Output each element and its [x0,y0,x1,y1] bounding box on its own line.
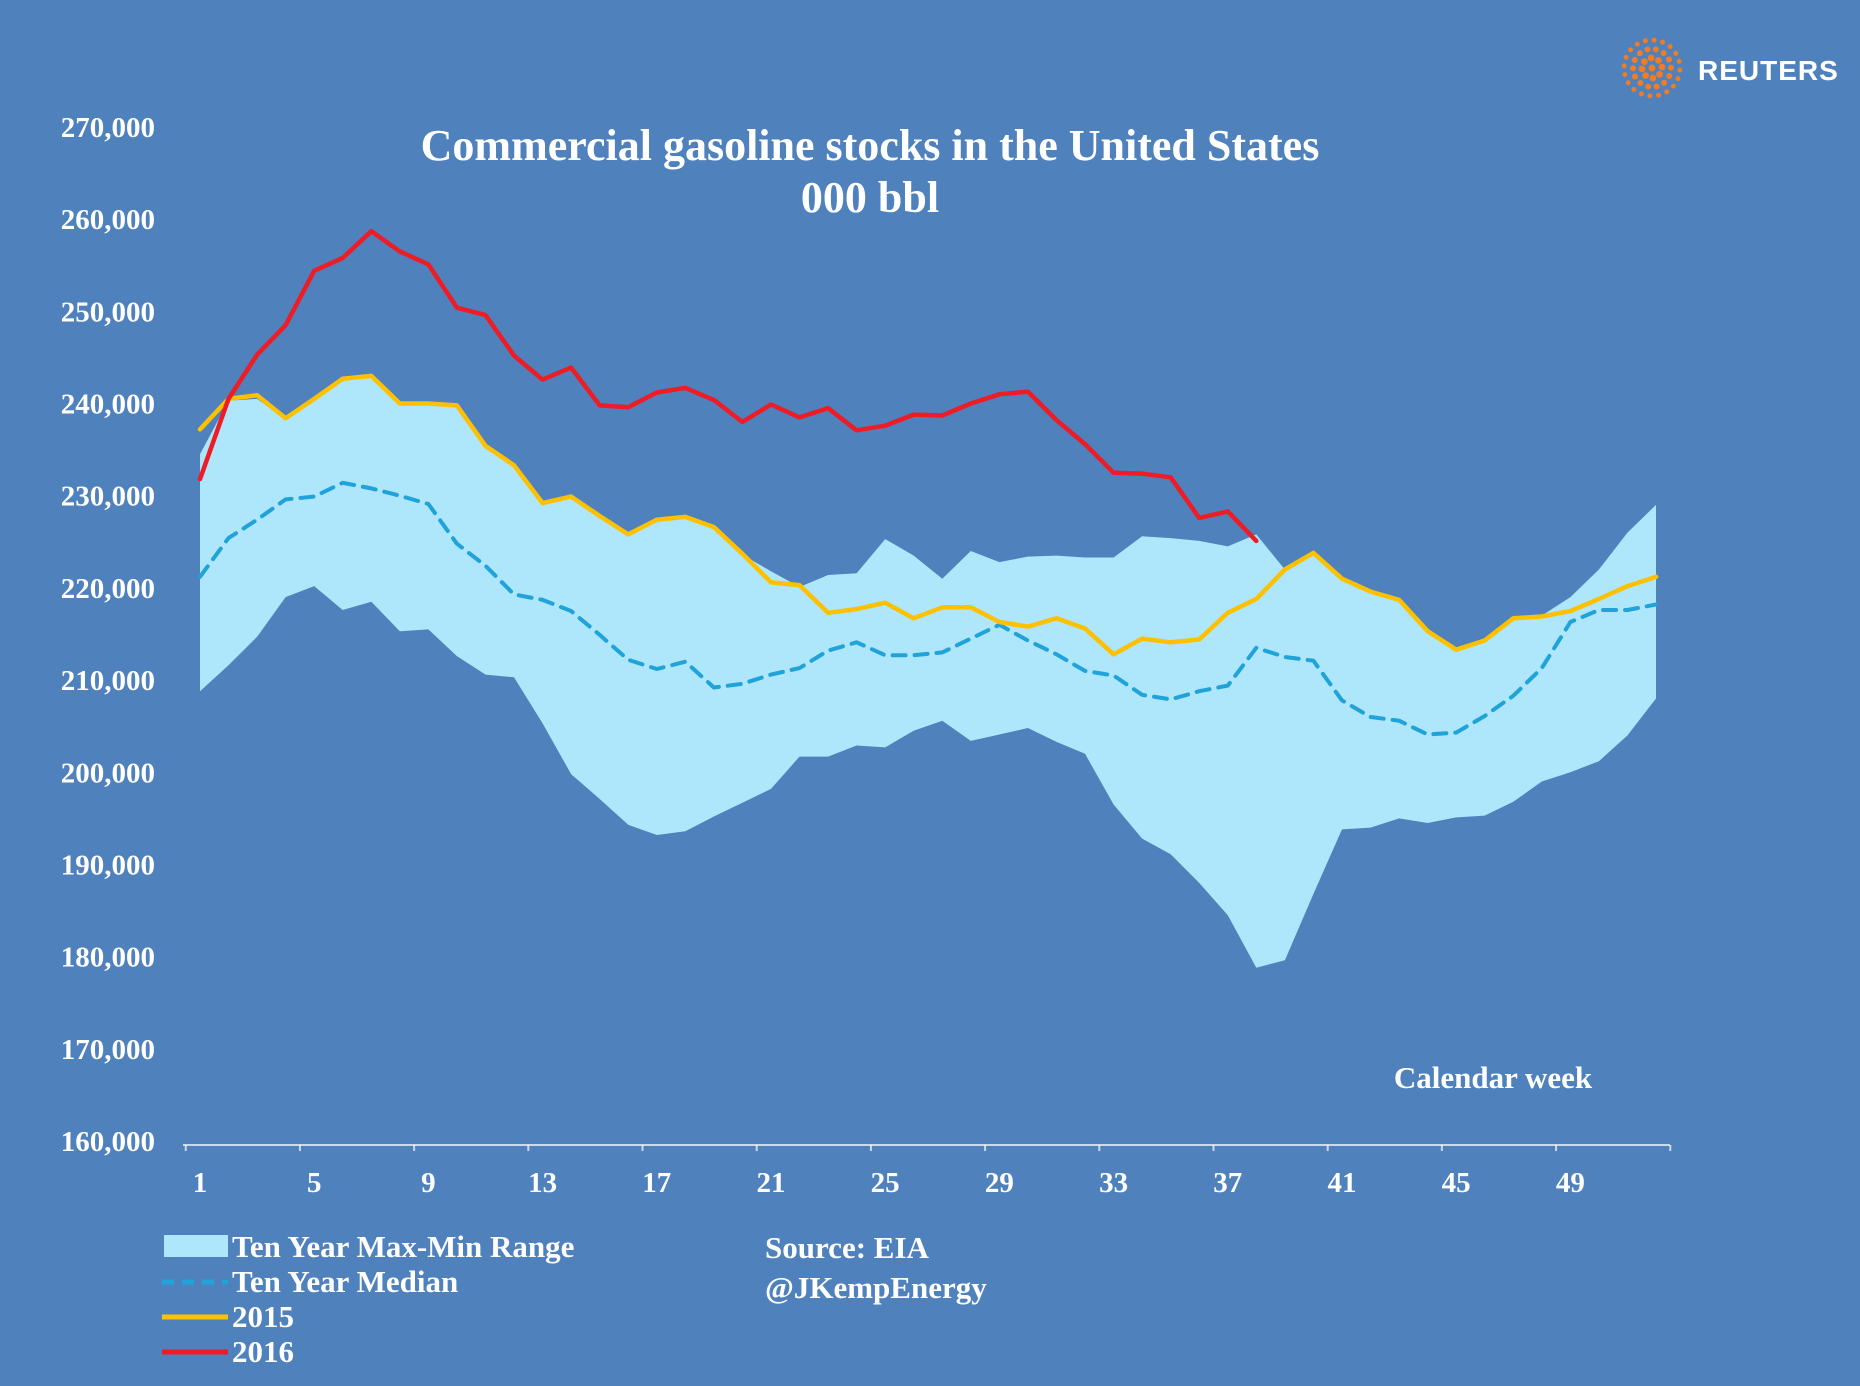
x-tick-label: 29 [985,1167,1014,1199]
logo-dot [1642,38,1648,44]
source-note: Source: EIA [765,1230,930,1265]
x-tick-label: 41 [1327,1167,1356,1199]
x-tick-label: 9 [421,1167,436,1199]
logo-dot [1637,80,1644,86]
logo-dot [1645,83,1652,90]
series-line-3 [197,228,1259,544]
logo-dot [1664,89,1670,95]
logo-dot [1666,56,1672,63]
logo-dot [1625,80,1631,86]
legend-label: 2016 [232,1334,294,1369]
x-tick-label: 49 [1556,1167,1585,1199]
y-tick-label: 230,000 [61,481,155,513]
y-tick-label: 190,000 [61,849,155,881]
series-lines [197,228,1659,737]
logo-dot [1623,54,1629,60]
chart-title: Commercial gasoline stocks in the United… [421,121,1320,170]
logo-dot [1648,64,1656,72]
y-tick-label: 170,000 [61,1034,155,1066]
y-tick-label: 160,000 [61,1126,155,1158]
chart-subtitle: 000 bbl [801,173,939,222]
brand-name: REUTERS [1698,55,1839,86]
y-tick-label: 180,000 [61,942,155,974]
logo-dot [1647,54,1655,62]
logo-dot [1661,79,1668,86]
y-tick-label: 250,000 [61,296,155,328]
x-axis-label: Calendar week [1394,1060,1593,1095]
x-tick-label: 13 [528,1167,557,1199]
logo-dot [1641,58,1648,65]
logo-dot [1628,47,1634,53]
logo-dot [1656,92,1662,98]
logo-dot [1675,76,1681,82]
x-axis-ticks: 1 5 9 13 17 21 25 29 33 37 41 45 49 [184,1145,1672,1199]
x-tick-label: 33 [1099,1167,1128,1199]
y-tick-label: 220,000 [61,573,155,605]
y-axis-ticks: 160,000 170,000 180,000 190,000 200,000 210,0… [61,112,155,1158]
logo-dot [1653,83,1660,90]
x-tick-label: 17 [642,1167,671,1199]
logo-dot [1644,46,1651,53]
logo-dot [1670,83,1676,89]
logo-dot [1656,71,1663,78]
reuters-logo-icon [1621,37,1683,99]
x-tick-label: 25 [871,1167,900,1199]
logo-dot [1651,37,1657,43]
series-line-1 [198,480,1658,737]
y-tick-label: 240,000 [61,389,155,421]
x-tick-label: 5 [307,1167,322,1199]
x-tick-label: 45 [1442,1167,1471,1199]
logo-dot [1677,67,1683,73]
reuters-logo: REUTERS [1621,37,1839,99]
legend-label: Ten Year Median [232,1264,458,1299]
logo-dot [1630,65,1636,72]
logo-dot [1676,58,1682,64]
logo-dot [1642,72,1649,79]
logo-dot [1652,46,1659,53]
logo-dot [1638,65,1646,73]
x-axis: 1 5 9 13 17 21 25 29 33 37 41 45 49 [183,1144,1672,1199]
logo-dot [1638,91,1644,97]
logo-dot [1632,73,1638,80]
x-tick-label: 21 [756,1167,785,1199]
legend-swatch-range [164,1235,228,1257]
logo-dot [1666,73,1673,79]
logo-dot [1660,50,1667,56]
logo-dot [1658,63,1666,71]
logo-dot [1622,72,1628,78]
y-tick-label: 270,000 [61,112,155,144]
x-tick-label: 1 [193,1167,208,1199]
legend-label: 2015 [232,1299,294,1334]
y-tick-label: 200,000 [61,757,155,789]
plot-area [197,228,1659,968]
logo-dot [1655,57,1662,64]
y-tick-label: 260,000 [61,204,155,236]
logo-dot [1621,63,1627,69]
x-tick-label: 37 [1213,1167,1242,1199]
logo-dot [1634,41,1640,47]
y-tick-label: 210,000 [61,665,155,697]
logo-dot [1673,50,1679,56]
legend-label: Ten Year Max-Min Range [232,1229,574,1264]
author-note: @JKempEnergy [765,1270,987,1305]
logo-dot [1647,93,1653,99]
logo-dot [1667,44,1673,50]
logo-dot [1668,64,1674,71]
logo-dot [1631,86,1637,92]
logo-dot [1631,57,1638,63]
range-band [200,375,1656,968]
logo-dot [1636,50,1643,57]
logo-dot [1660,39,1666,45]
series-line-2 [197,373,1659,657]
logo-dot [1649,74,1657,82]
